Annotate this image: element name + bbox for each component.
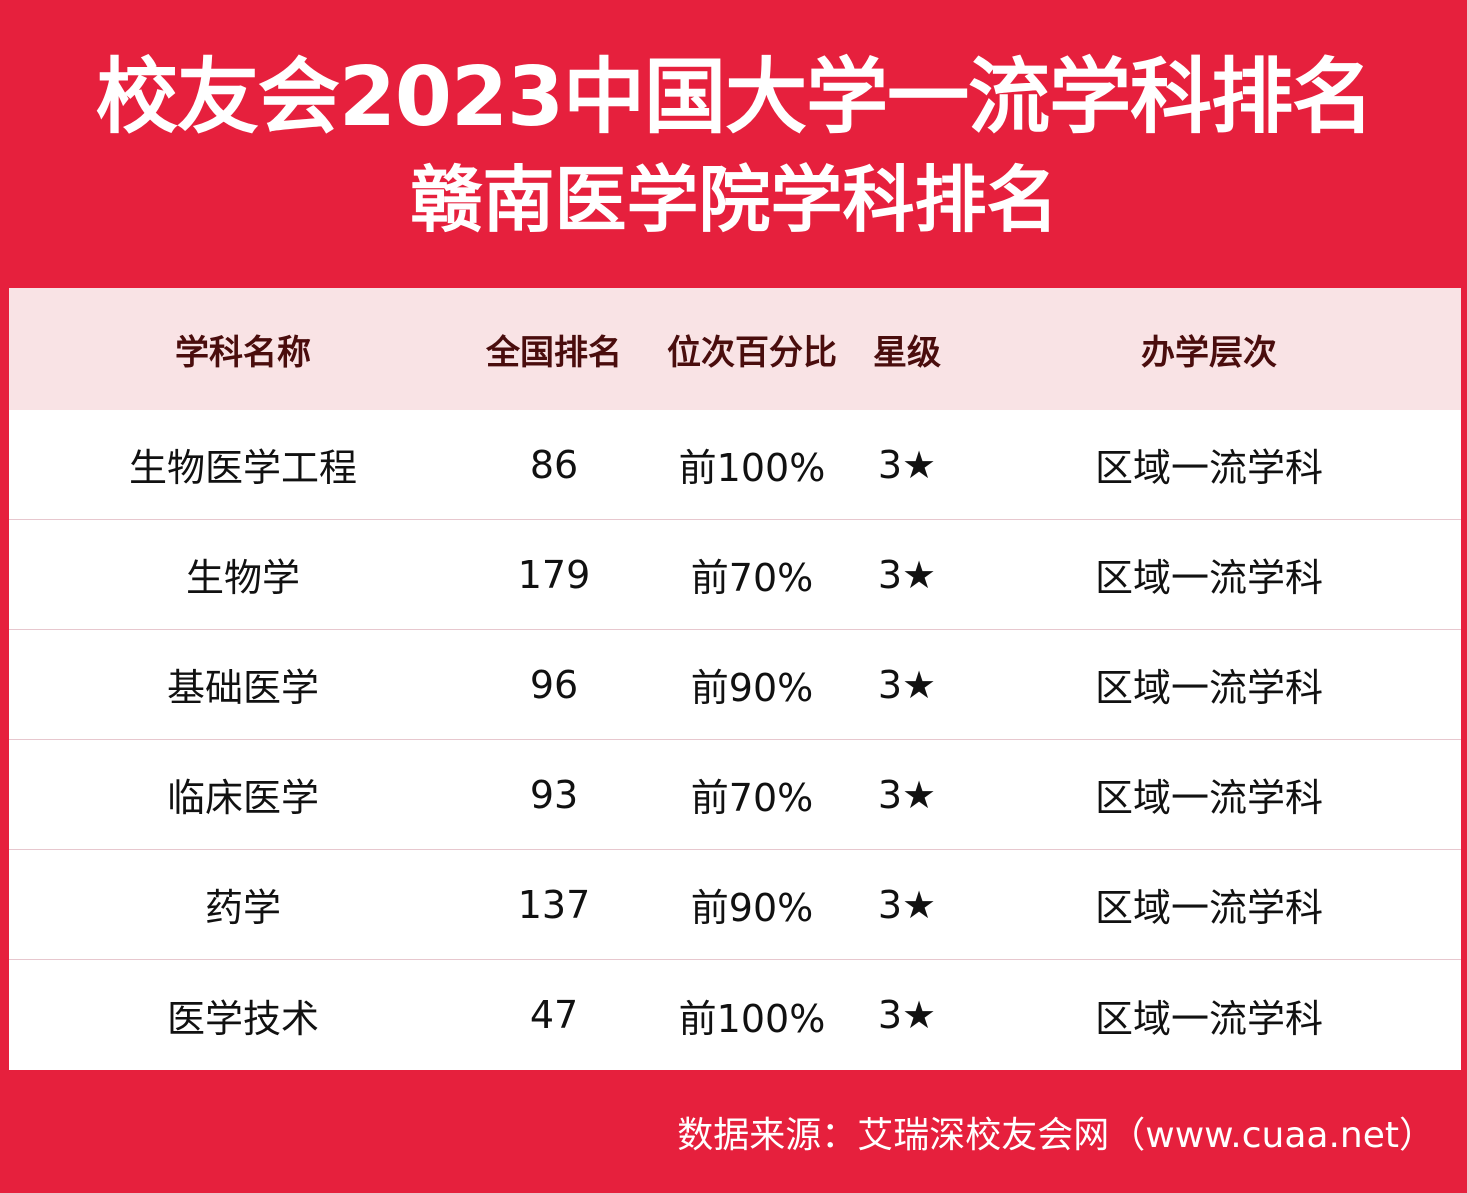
national-rank: 137 xyxy=(517,882,591,927)
table-row: 生物学 179 前70% 3★ 区域一流学科 xyxy=(9,520,1461,630)
page-subtitle: 赣南医学院学科排名 xyxy=(410,158,1059,242)
school-level: 区域一流学科 xyxy=(1094,996,1323,1041)
school-level: 区域一流学科 xyxy=(1094,446,1323,490)
table-row: 生物医学工程 86 前100% 3★ 区域一流学科 xyxy=(9,410,1461,520)
column-header-stars: 星级 xyxy=(873,332,941,373)
column-header-percentile: 位次百分比 xyxy=(667,332,837,373)
school-level: 区域一流学科 xyxy=(1094,666,1323,710)
star-rating: 3★ xyxy=(877,552,937,597)
table-header: 学科名称 全国排名 位次百分比 星级 办学层次 xyxy=(9,288,1461,410)
subject-name: 医学技术 xyxy=(166,996,319,1041)
subject-name: 生物医学工程 xyxy=(128,446,357,490)
column-header-national-rank: 全国排名 xyxy=(486,332,622,373)
national-rank: 179 xyxy=(517,552,591,597)
subject-name: 生物学 xyxy=(185,556,300,600)
table-row: 临床医学 93 前70% 3★ 区域一流学科 xyxy=(9,740,1461,850)
star-rating: 3★ xyxy=(877,442,937,487)
percentile: 前70% xyxy=(690,776,814,820)
table-row: 医学技术 47 前100% 3★ 区域一流学科 xyxy=(9,960,1461,1070)
page-title: 校友会2023中国大学一流学科排名 xyxy=(95,50,1374,145)
header: 校友会2023中国大学一流学科排名 赣南医学院学科排名 xyxy=(0,0,1469,288)
school-level: 区域一流学科 xyxy=(1094,886,1323,930)
subject-name: 药学 xyxy=(204,886,281,930)
star-rating: 3★ xyxy=(877,772,937,817)
column-header-level: 办学层次 xyxy=(1141,332,1277,373)
column-header-subject: 学科名称 xyxy=(175,332,311,373)
percentile: 前100% xyxy=(678,996,826,1041)
percentile: 前100% xyxy=(678,446,826,490)
percentile: 前90% xyxy=(690,666,814,710)
school-level: 区域一流学科 xyxy=(1094,776,1323,820)
national-rank: 96 xyxy=(529,662,579,707)
data-source-note: 数据来源：艾瑞深校友会网（www.cuaa.net） xyxy=(677,1115,1435,1156)
subject-name: 临床医学 xyxy=(166,776,319,820)
ranking-table: 学科名称 全国排名 位次百分比 星级 办学层次 生物医学工程 86 前100% … xyxy=(9,288,1461,1070)
percentile: 前90% xyxy=(690,886,814,930)
national-rank: 93 xyxy=(529,772,579,817)
subject-name: 基础医学 xyxy=(166,666,319,710)
star-rating: 3★ xyxy=(877,662,937,707)
percentile: 前70% xyxy=(690,556,814,600)
footer: 数据来源：艾瑞深校友会网（www.cuaa.net） xyxy=(0,1070,1469,1195)
table-row: 基础医学 96 前90% 3★ 区域一流学科 xyxy=(9,630,1461,740)
national-rank: 47 xyxy=(529,993,579,1037)
table-row: 药学 137 前90% 3★ 区域一流学科 xyxy=(9,850,1461,960)
star-rating: 3★ xyxy=(877,993,937,1037)
school-level: 区域一流学科 xyxy=(1094,556,1323,600)
national-rank: 86 xyxy=(529,442,579,487)
star-rating: 3★ xyxy=(877,882,937,927)
